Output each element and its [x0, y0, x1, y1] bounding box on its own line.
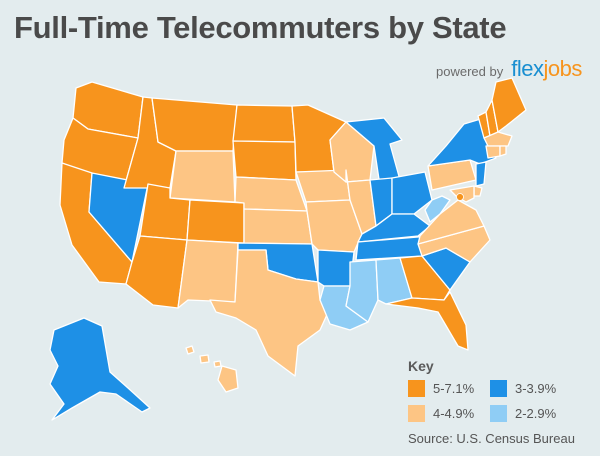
- state-ND[interactable]: [232, 104, 296, 143]
- state-HI-2[interactable]: [199, 354, 210, 364]
- state-MT[interactable]: [151, 97, 238, 152]
- key-swatch: [490, 405, 507, 422]
- logo-main: flex: [511, 56, 544, 81]
- state-NJ[interactable]: [475, 161, 487, 187]
- flexjobs-logo[interactable]: flexjobs: [511, 56, 582, 82]
- key-item: 4-4.9%: [408, 405, 490, 422]
- state-HI-3[interactable]: [213, 360, 222, 368]
- state-MI[interactable]: [345, 117, 403, 187]
- key-grid: 5-7.1% 3-3.9% 4-4.9% 2-2.9%: [408, 380, 598, 422]
- state-NE[interactable]: [234, 176, 308, 212]
- state-HI-1[interactable]: [185, 345, 195, 355]
- state-DE[interactable]: [473, 185, 483, 197]
- state-AR[interactable]: [317, 249, 355, 287]
- state-KS[interactable]: [243, 208, 313, 245]
- powered-by: powered by flexjobs: [436, 56, 582, 82]
- source-note: Source: U.S. Census Bureau: [408, 431, 575, 446]
- state-OH[interactable]: [391, 171, 433, 215]
- state-ME[interactable]: [491, 77, 527, 133]
- key-item: 5-7.1%: [408, 380, 490, 397]
- state-TX[interactable]: [209, 249, 331, 377]
- key-item: 3-3.9%: [490, 380, 580, 397]
- key-label: 5-7.1%: [433, 381, 475, 396]
- state-WY[interactable]: [169, 150, 236, 203]
- state-FL[interactable]: [385, 291, 469, 351]
- key-title: Key: [408, 358, 434, 374]
- state-CT[interactable]: [485, 145, 501, 159]
- state-SD[interactable]: [232, 140, 297, 181]
- map-title: Full-Time Telecommuters by State: [14, 10, 507, 45]
- key-label: 4-4.9%: [433, 406, 475, 421]
- powered-by-label: powered by: [436, 64, 504, 79]
- state-AK[interactable]: [49, 317, 151, 421]
- state-CO[interactable]: [186, 199, 245, 244]
- key-label: 2-2.9%: [515, 406, 557, 421]
- state-WV[interactable]: [424, 195, 451, 223]
- state-NM[interactable]: [177, 239, 239, 309]
- key-label: 3-3.9%: [515, 381, 557, 396]
- key-swatch: [408, 380, 425, 397]
- state-HI-4[interactable]: [217, 365, 239, 393]
- state-MA[interactable]: [483, 131, 513, 147]
- key-item: 2-2.9%: [490, 405, 580, 422]
- key-swatch: [490, 380, 507, 397]
- map-key: Key 5-7.1% 3-3.9% 4-4.9% 2-2.9%: [408, 358, 598, 422]
- state-RI[interactable]: [499, 145, 507, 157]
- logo-sub: jobs: [543, 56, 582, 81]
- key-swatch: [408, 405, 425, 422]
- state-DC[interactable]: [456, 193, 464, 201]
